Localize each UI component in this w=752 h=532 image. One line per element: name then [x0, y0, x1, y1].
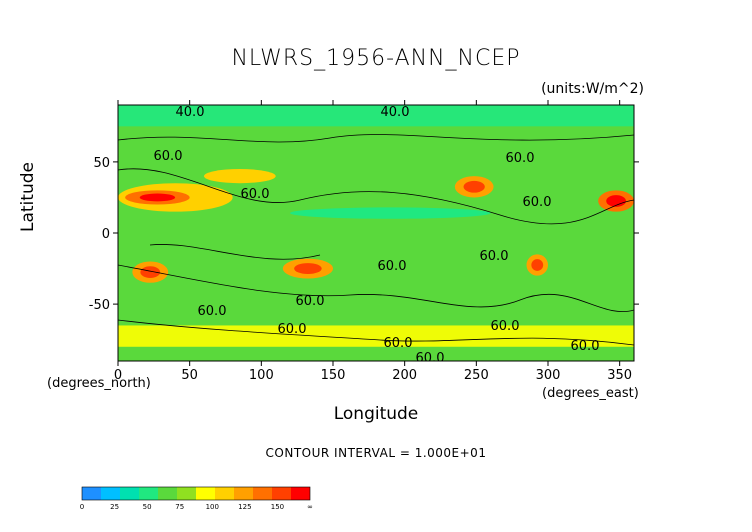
heatmap-region-1: [118, 105, 634, 127]
contour-label-11: 60.0: [491, 319, 520, 334]
colorbar-tick-5: 125: [238, 503, 251, 511]
contour-line-4: [149, 244, 321, 260]
heatmap-region-2: [290, 207, 491, 219]
y-unit-label: (degrees_north): [47, 376, 151, 391]
y-tick-label-1: 0: [102, 227, 110, 242]
heatmap-field: [118, 105, 752, 361]
colorbar-swatch-5: [177, 487, 196, 500]
colorbar-tick-0: 0: [80, 503, 84, 511]
x-tick-label-6: 300: [536, 368, 561, 383]
y-tick-label-0: 50: [93, 156, 110, 171]
contour-lines: 40.0 40.060.060.060.060.060.060.060.060.0…: [118, 105, 634, 366]
heatmap-core-8: [463, 180, 485, 193]
contour-label-10: 60.0: [278, 322, 307, 337]
colorbar-frame: [81, 486, 311, 501]
colorbar-swatch-0: [82, 487, 101, 500]
x-tick-label-1: 50: [181, 368, 198, 383]
colorbar: 0 25 50 75 100 125 150 ∞: [80, 486, 313, 511]
colorbar-tick-6: 150: [271, 503, 284, 511]
x-tick-label-3: 150: [321, 368, 346, 383]
y-tick-label-2: -50: [89, 298, 110, 313]
colorbar-swatch-4: [158, 487, 177, 500]
colorbar-swatch-3: [139, 487, 158, 500]
heatmap-region-7: [204, 169, 276, 184]
heatmap-core-6: [139, 193, 176, 202]
contour-label-12: 60.0: [384, 336, 413, 351]
colorbar-swatch-11: [291, 487, 310, 500]
heatmap-region-0: [118, 105, 634, 361]
heatmap-core-11: [140, 266, 161, 278]
contour-line-0: [118, 134, 634, 143]
x-axis-label: Longitude: [333, 404, 419, 424]
contour-label-2: 60.0: [154, 149, 183, 164]
x-tick-label-2: 100: [249, 368, 274, 383]
contour-label-5: 60.0: [523, 195, 552, 210]
contour-line-3: [118, 319, 634, 346]
contour-label-13: 60.0: [571, 339, 600, 354]
contour-label-3: 60.0: [241, 187, 270, 202]
colorbar-swatch-7: [215, 487, 234, 500]
x-unit-label: (degrees_east): [542, 386, 639, 401]
colorbar-tick-7: ∞: [307, 503, 313, 511]
heatmap-region-4: [648, 233, 752, 247]
axes: 0 50 100 150 200 250 300 350 50 0 -50: [89, 100, 639, 383]
colorbar-swatch-1: [101, 487, 120, 500]
heatmap-region-13: [118, 325, 634, 347]
colorbar-tick-4: 100: [206, 503, 219, 511]
contour-label-9: 60.0: [198, 304, 227, 319]
contour-interval: CONTOUR INTERVAL = 1.000E+01: [265, 446, 487, 460]
colorbar-tick-2: 50: [143, 503, 152, 511]
colorbar-swatch-9: [253, 487, 272, 500]
contour-label-14: 60.0: [416, 351, 445, 366]
contour-label-6: 60.0: [480, 249, 509, 264]
x-tick-label-5: 250: [464, 368, 489, 383]
heatmap-core-10: [294, 263, 322, 275]
colorbar-tick-3: 75: [175, 503, 184, 511]
x-tick-label-4: 200: [392, 368, 417, 383]
contour-label-8: 60.0: [296, 294, 325, 309]
contour-label-4: 60.0: [506, 151, 535, 166]
units-label: (units:W/m^2): [541, 81, 644, 97]
heatmap-core-12: [531, 259, 544, 271]
contour-label-1: 40.0: [381, 105, 410, 120]
colorbar-swatch-10: [272, 487, 291, 500]
contour-label-7: 60.0: [378, 259, 407, 274]
contour-label-0: 40.0: [176, 105, 205, 120]
colorbar-swatch-2: [120, 487, 139, 500]
colorbar-swatch-6: [196, 487, 215, 500]
contour-line-1: [118, 168, 634, 225]
x-tick-label-7: 350: [607, 368, 632, 383]
contour-line-2: [118, 264, 634, 312]
chart-title: NLWRS_1956-ANN_NCEP: [231, 46, 521, 71]
colorbar-tick-1: 25: [110, 503, 119, 511]
x-tick-label-0: 0: [114, 368, 122, 383]
colorbar-swatch-8: [234, 487, 253, 500]
heatmap-region-3: [354, 237, 513, 251]
